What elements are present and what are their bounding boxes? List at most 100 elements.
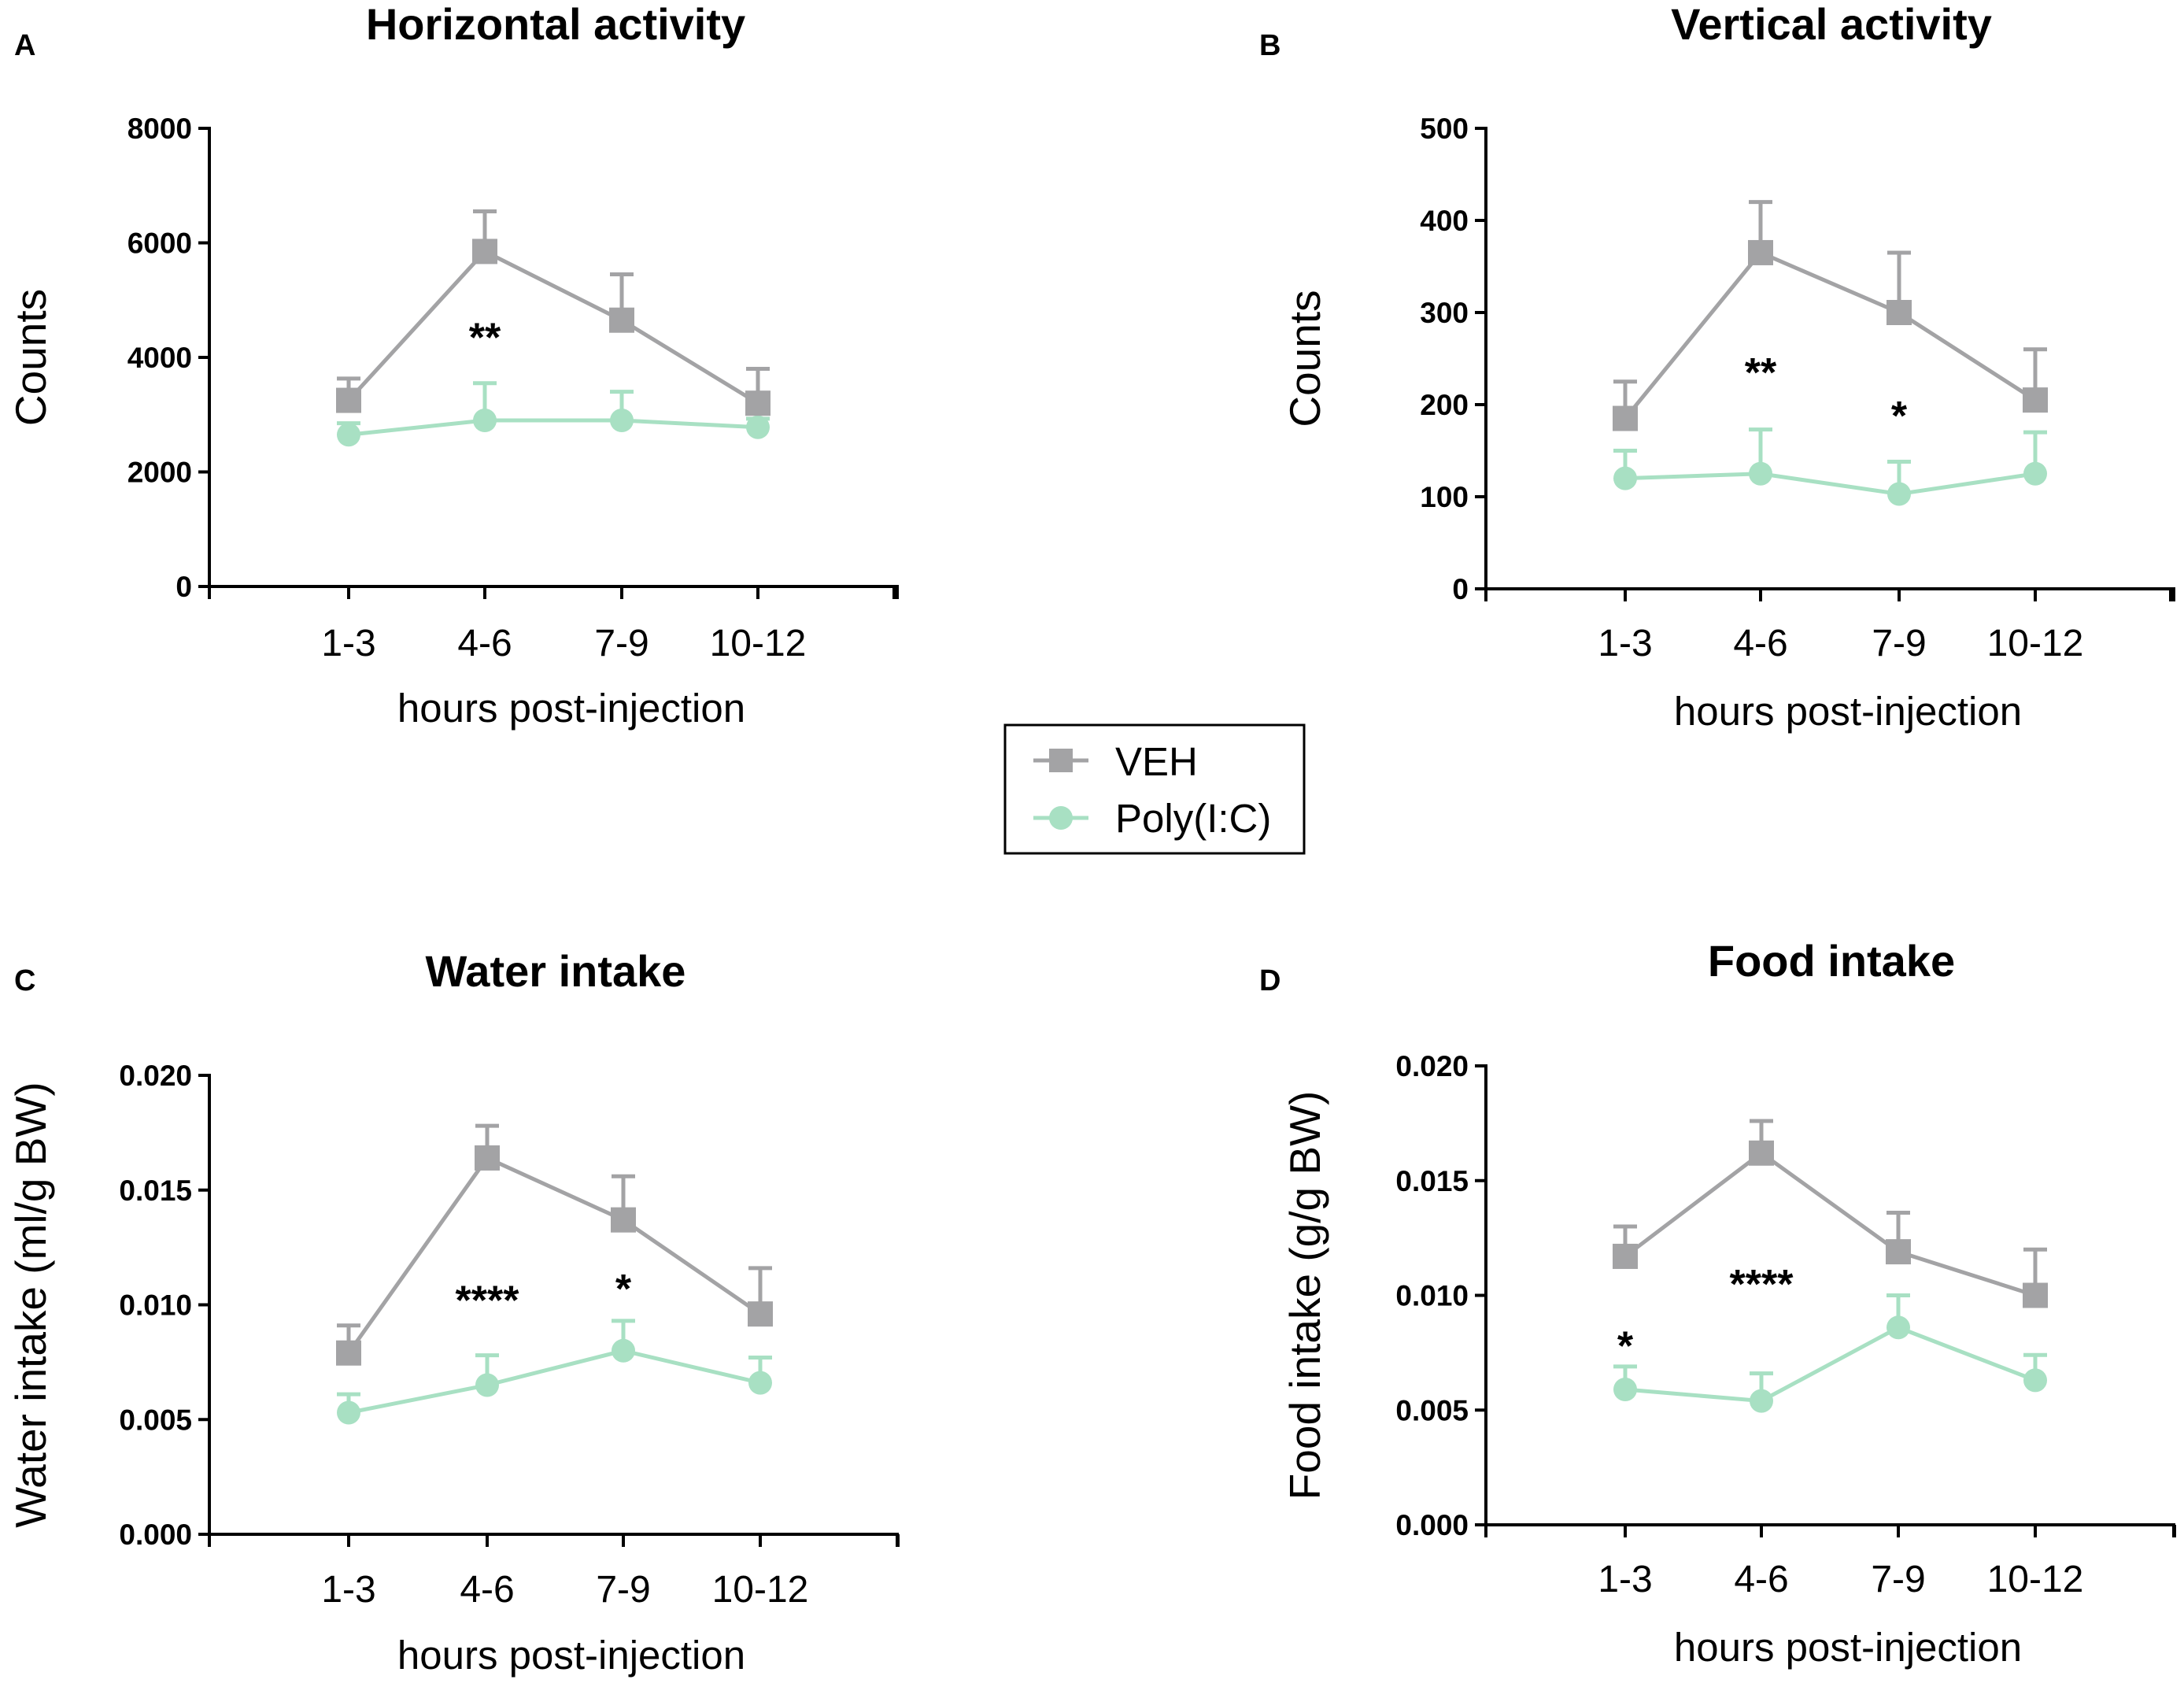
legend-box [1003, 723, 1306, 855]
panel-d-series-veh-point [1886, 1239, 1911, 1265]
panel-a-xtick-label: 4-6 [457, 623, 512, 664]
panel-d-significance: **** [1730, 1262, 1794, 1308]
panel-b-series-polyic-point [1887, 482, 1911, 506]
panel-c-series-polyic-point [748, 1371, 772, 1395]
panel-d: D Food intake 0.000 0.005 0.010 0.015 0.020 1-3… [1259, 936, 2176, 1670]
panel-d-series-veh-point [1613, 1243, 1638, 1269]
panel-b-series-polyic-line [1624, 472, 2036, 497]
panel-d-letter: D [1259, 964, 1280, 997]
panel-a-letter: A [14, 29, 35, 62]
panel-d-ytick-label: 0.015 [1395, 1165, 1469, 1197]
panel-c-series-veh-line [346, 1155, 762, 1355]
panel-b-ytick-label: 0 [1452, 573, 1469, 605]
panel-c-ytick-label: 0.015 [119, 1175, 192, 1207]
panel-c-series-veh-point [748, 1301, 773, 1327]
panel-a-series-veh-point [336, 387, 361, 413]
panel-d-series-veh-point [2023, 1282, 2048, 1308]
panel-a-ytick-label: 6000 [127, 228, 192, 260]
panel-c-x-label: hours post-injection [397, 1633, 745, 1678]
panel-d-series-veh-line [1624, 1150, 2036, 1297]
panel-c-ytick-label: 0.010 [119, 1289, 192, 1322]
panel-b-letter: B [1259, 29, 1280, 62]
panel-d-ytick-label: 0.020 [1395, 1050, 1469, 1082]
panel-b: B Vertical activity 0 100 200 300 400 500 1-3 4-6… [1259, 0, 2175, 734]
panel-b-x-label: hours post-injection [1674, 689, 2022, 734]
panel-a-series-veh-point [745, 390, 770, 416]
panel-b-ytick-label: 400 [1420, 205, 1469, 237]
panel-c-series-polyic-point [337, 1400, 360, 1425]
panel-b-xtick-label: 10-12 [1987, 623, 2084, 664]
legend-veh-label: VEH [1115, 739, 1198, 784]
panel-d-series-polyic-point [1750, 1389, 1773, 1413]
panel-c-y-label: Water intake (ml/g BW) [6, 1082, 55, 1527]
legend-polyic-label: Poly(I:C) [1115, 796, 1271, 841]
panel-b-series-veh [1613, 200, 2048, 431]
panel-d-series-polyic-line [1624, 1325, 2036, 1404]
panel-a-series-polyic-point [610, 409, 634, 433]
panel-d-series-polyic-point [1887, 1315, 1910, 1340]
panel-b-ytick-label: 500 [1420, 113, 1469, 145]
panel-c-letter: C [14, 964, 35, 997]
panel-a-series-veh [336, 209, 770, 416]
panel-c-series-polyic-line [348, 1348, 761, 1415]
panel-b-series-polyic [1613, 427, 2047, 506]
panel-b-y-label: Counts [1280, 290, 1329, 427]
panel-a: A Horizontal activity 0 2000 4000 6000 8000 1-3… [6, 0, 899, 731]
panel-b-xtick-label: 1-3 [1598, 623, 1652, 664]
panel-b-title: Vertical activity [1671, 0, 1992, 49]
panel-b-series-polyic-point [2023, 461, 2047, 486]
panel-c-xtick-label: 1-3 [321, 1569, 375, 1611]
panel-b-xtick-label: 4-6 [1733, 623, 1787, 664]
panel-d-y-label: Food intake (g/g BW) [1280, 1091, 1329, 1500]
panel-a-significance: ** [469, 316, 501, 361]
panel-d-x-label: hours post-injection [1674, 1625, 2022, 1670]
panel-b-xtick-label: 7-9 [1872, 623, 1926, 664]
panel-d-series-polyic-point [2023, 1368, 2047, 1393]
panel-d-title: Food intake [1708, 936, 1955, 986]
panel-c-series-veh [336, 1123, 773, 1366]
panel-a-ytick-label: 2000 [127, 457, 192, 489]
panel-c-series-polyic [337, 1319, 772, 1425]
panel-d-ytick-label: 0.005 [1395, 1394, 1469, 1426]
panel-b-series-veh-point [1748, 239, 1773, 265]
panel-d-xtick-label: 7-9 [1871, 1559, 1925, 1600]
panel-a-ytick-label: 8000 [127, 113, 192, 145]
panel-c-title: Water intake [426, 946, 686, 996]
panel-c-xtick-label: 4-6 [460, 1569, 514, 1611]
panel-c-xtick-label: 10-12 [712, 1569, 809, 1611]
panel-a-y-label: Counts [6, 289, 55, 426]
panels-layer: A Horizontal activity020004000600080001-3… [6, 0, 2176, 1678]
panel-a-x-label: hours post-injection [397, 686, 745, 731]
panel-b-series-veh-point [2023, 387, 2048, 413]
panel-d-ytick-label: 0.010 [1395, 1280, 1469, 1312]
panel-d-xtick-label: 1-3 [1598, 1559, 1652, 1600]
panel-d-significance: * [1617, 1324, 1634, 1370]
panel-b-series-veh-line [1624, 250, 2037, 420]
panel-a-series-polyic-point [473, 409, 497, 433]
panel-c-xtick-label: 7-9 [596, 1569, 650, 1611]
panel-b-significance: ** [1745, 350, 1777, 396]
panel-c-ytick-label: 0.000 [119, 1519, 192, 1551]
panel-d-xtick-label: 10-12 [1987, 1559, 2084, 1600]
panel-d-series-veh [1613, 1119, 2048, 1308]
panel-c-ytick-label: 0.020 [119, 1060, 192, 1092]
panel-a-series-polyic-point [746, 415, 770, 439]
panel-b-ytick-label: 200 [1420, 389, 1469, 421]
panel-c-ytick-label: 0.005 [119, 1404, 192, 1436]
panel-d-ytick-label: 0.000 [1395, 1509, 1469, 1541]
panel-c-series-veh-point [336, 1340, 361, 1366]
panel-c-series-veh-point [611, 1207, 636, 1233]
panel-c-series-polyic-point [612, 1338, 635, 1363]
panel-a-series-veh-line [347, 249, 759, 405]
panel-a-series-veh-point [609, 307, 634, 333]
panel-a-series-polyic-line [348, 418, 759, 437]
panel-a-ytick-label: 0 [176, 571, 192, 603]
panel-c-series-veh-point [475, 1145, 500, 1171]
panel-a-series-polyic-point [337, 423, 360, 447]
panel-a-series-veh-point [472, 239, 497, 265]
panel-a-xtick-label: 7-9 [594, 623, 649, 664]
panel-c-series-polyic-point [475, 1373, 499, 1397]
panel-c-significance: * [615, 1267, 632, 1312]
panel-c: C Water intake 0.000 0.005 0.010 0.015 0.020 1-… [6, 946, 900, 1678]
